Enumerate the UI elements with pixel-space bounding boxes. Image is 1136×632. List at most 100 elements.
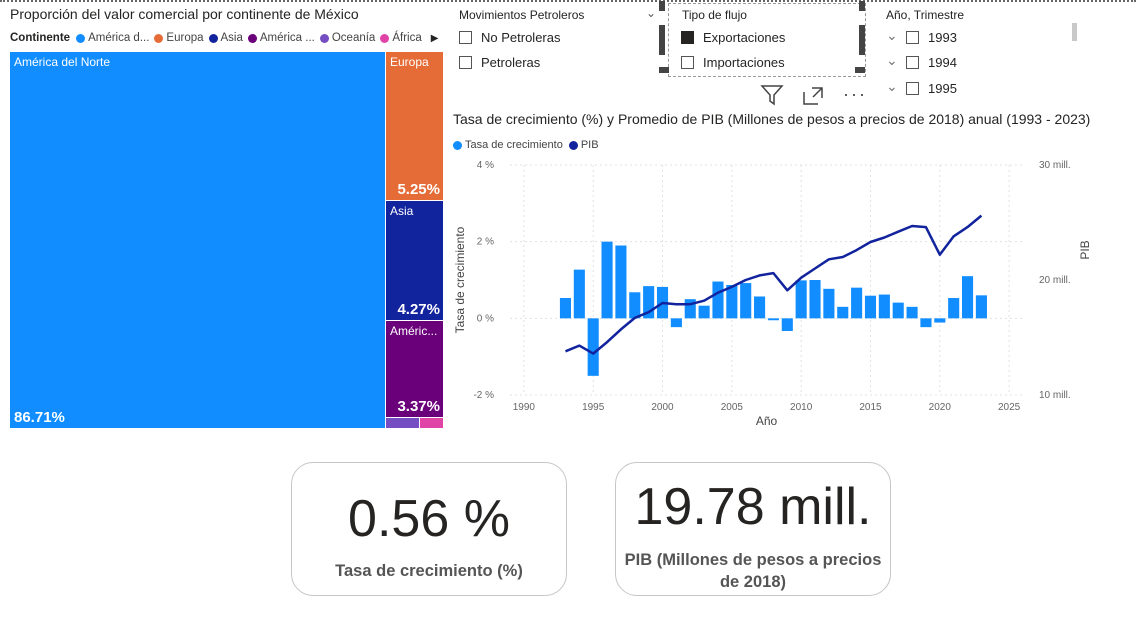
x-axis-label: Año <box>756 414 778 428</box>
legend-item-america-norte[interactable]: América d... <box>76 32 149 44</box>
bar-tasa <box>712 281 724 319</box>
bar-tasa <box>781 318 793 331</box>
treemap-tile-asia[interactable]: Asia 4.27% <box>386 201 443 320</box>
chart-legend: Tasa de crecimiento PIB <box>453 139 605 151</box>
resize-handle[interactable] <box>859 1 865 11</box>
kpi-card-pib[interactable]: 19.78 mill. PIB (Millones de pesos a pre… <box>615 462 891 596</box>
bar-tasa <box>809 280 821 319</box>
bar-tasa <box>754 296 766 319</box>
legend-item-tasa[interactable]: Tasa de crecimiento <box>453 139 563 151</box>
bar-tasa <box>767 318 779 321</box>
bar-tasa <box>684 299 696 319</box>
expand-chevron-icon[interactable]: ⌄ <box>886 78 898 94</box>
bar-tasa <box>934 318 946 323</box>
line-pib <box>565 214 983 355</box>
y-tick-label: 0 % <box>477 313 494 324</box>
checkbox[interactable] <box>906 82 919 95</box>
bar-tasa <box>615 245 627 319</box>
tile-percentage: 3.37% <box>397 398 440 415</box>
tile-percentage: 4.27% <box>397 301 440 318</box>
x-tick-label: 1990 <box>513 402 536 413</box>
legend-dot <box>319 33 329 43</box>
slicer-title-movimientos: Movimientos Petroleros <box>459 8 585 22</box>
bar-tasa <box>975 295 987 319</box>
y2-tick-label: 30 mill. <box>1039 160 1071 171</box>
checkbox[interactable] <box>681 56 694 69</box>
x-tick-label: 2015 <box>859 402 882 413</box>
x-tick-label: 2010 <box>790 402 813 413</box>
bar-tasa <box>629 292 641 319</box>
bar-tasa <box>573 269 585 319</box>
bar-tasa <box>878 294 890 319</box>
focus-mode-icon[interactable] <box>802 86 824 111</box>
checkbox[interactable] <box>459 31 472 44</box>
slicer-option-1995[interactable]: 1995 <box>906 81 957 96</box>
bar-tasa <box>906 306 918 319</box>
legend-item-pib[interactable]: PIB <box>568 139 599 151</box>
slicer-option-petroleras[interactable]: Petroleras <box>459 55 540 70</box>
chart-title: Tasa de crecimiento (%) y Promedio de PI… <box>453 111 1091 127</box>
slicer-option-1994[interactable]: 1994 <box>906 55 957 70</box>
treemap-tile-africa[interactable] <box>420 418 443 428</box>
treemap-tile-europa[interactable]: Europa 5.25% <box>386 52 443 200</box>
y2-axis-label: PIB <box>1078 240 1092 259</box>
checkbox[interactable] <box>906 31 919 44</box>
bar-tasa <box>726 284 738 319</box>
tile-label: Améric... <box>390 324 438 338</box>
resize-handle[interactable] <box>659 1 665 11</box>
y-tick-label: 2 % <box>477 237 494 248</box>
checkbox[interactable] <box>459 56 472 69</box>
legend-dot <box>380 33 390 43</box>
tile-label: Asia <box>390 204 414 218</box>
expand-chevron-icon[interactable]: ⌄ <box>886 27 898 43</box>
legend-next-arrow-icon[interactable]: ▶ <box>430 32 439 44</box>
kpi-label-line2: de 2018) <box>719 573 787 591</box>
resize-handle[interactable] <box>859 25 865 55</box>
slicer-option-exportaciones[interactable]: Exportaciones <box>681 30 785 45</box>
bar-tasa <box>948 298 960 319</box>
slicer-option-importaciones[interactable]: Importaciones <box>681 55 785 70</box>
slicer-dropdown-chevron-icon[interactable]: ⌄ <box>646 6 657 20</box>
more-options-icon[interactable]: ··· <box>843 84 867 104</box>
slicer-option-1993[interactable]: 1993 <box>906 30 957 45</box>
legend-dot <box>568 140 578 150</box>
bar-tasa <box>961 276 974 319</box>
x-tick-label: 2025 <box>998 402 1021 413</box>
kpi-value: 19.78 mill. <box>634 478 872 536</box>
resize-handle[interactable] <box>659 67 669 73</box>
legend-item-asia[interactable]: Asia <box>208 32 243 44</box>
legend-item-europa[interactable]: Europa <box>154 32 204 44</box>
resize-handle[interactable] <box>659 25 665 55</box>
checkbox-checked[interactable] <box>681 31 694 44</box>
slicer-title-anio: Año, Trimestre <box>886 8 965 22</box>
bar-tasa <box>740 283 752 319</box>
filter-icon[interactable] <box>760 84 784 111</box>
legend-dot <box>453 140 462 150</box>
bar-tasa <box>643 286 655 319</box>
legend-item-africa[interactable]: África <box>380 32 422 44</box>
x-tick-label: 2005 <box>721 402 744 413</box>
legend-item-oceania[interactable]: Oceanía <box>319 32 375 44</box>
slicer-option-no-petroleras[interactable]: No Petroleras <box>459 30 560 45</box>
expand-chevron-icon[interactable]: ⌄ <box>886 52 898 68</box>
bar-tasa <box>851 287 863 319</box>
treemap-tile-america-sur[interactable]: Améric... 3.37% <box>386 321 443 417</box>
kpi-label-line1: PIB (Millones de pesos a precios <box>624 551 882 569</box>
treemap-tile-oceania[interactable] <box>386 418 419 428</box>
x-tick-label: 2000 <box>651 402 674 413</box>
combo-chart[interactable]: -2 % 0 % 2 % 4 % 1990 1995 2000 2005 2010 2015 202… <box>440 150 1100 435</box>
x-tick-label: 2020 <box>929 402 952 413</box>
kpi-card-tasa[interactable]: 0.56 % Tasa de crecimiento (%) <box>291 462 567 596</box>
checkbox[interactable] <box>906 56 919 69</box>
y-tick-label: 4 % <box>477 160 494 171</box>
slicer-title-tipo-flujo: Tipo de flujo <box>682 8 747 22</box>
treemap-tile-america-norte[interactable]: América del Norte 86.71% <box>10 52 385 428</box>
bar-tasa <box>698 305 710 319</box>
legend-item-america-sur[interactable]: América ... <box>247 32 315 44</box>
tile-label: Europa <box>390 55 429 69</box>
y2-tick-label: 20 mill. <box>1039 275 1071 286</box>
slicer-scrollbar[interactable] <box>1072 23 1077 41</box>
tile-label: América del Norte <box>14 55 111 69</box>
resize-handle[interactable] <box>855 67 865 73</box>
tile-percentage: 86.71% <box>14 409 65 426</box>
